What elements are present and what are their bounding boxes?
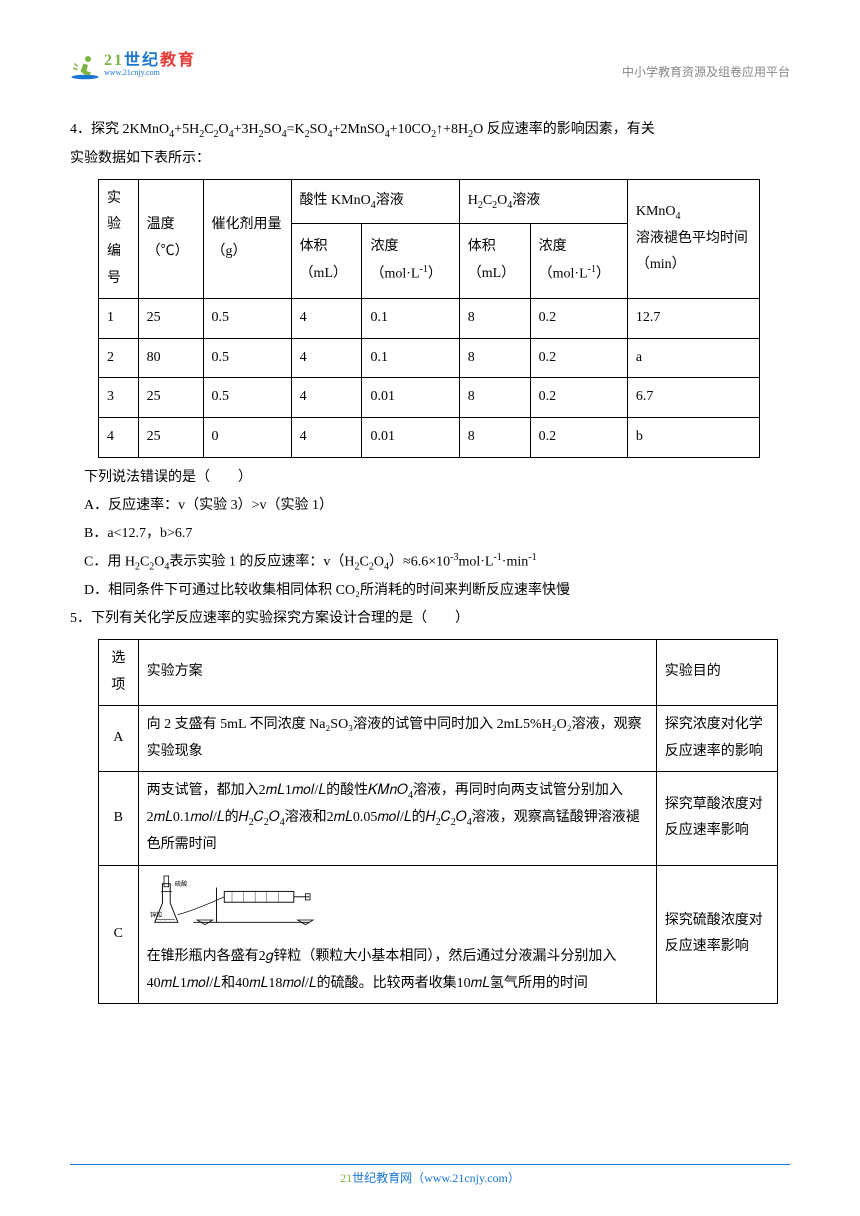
table-row: C 硫酸 锌粒	[99, 865, 778, 1004]
q4-optA: A．反应速率：v（实验 3）>v（实验 1）	[70, 492, 790, 520]
q4-optB: B．a<12.7，b>6.7	[70, 520, 790, 548]
logo-text: 21世纪教育 www.21cnjy.com	[104, 53, 196, 77]
table-row: 425040.0180.2b	[99, 417, 760, 457]
th-cat: 催化剂用量（g）	[203, 179, 291, 298]
svg-text:锌粒: 锌粒	[150, 910, 162, 918]
th-kmno4: 酸性 KMnO4溶液	[291, 179, 459, 223]
th-temp: 温度（℃）	[138, 179, 203, 298]
th-plan: 实验方案	[138, 640, 656, 706]
q5-options-table: 选项 实验方案 实验目的 A 向 2 支盛有 5mL 不同浓度 Na₂SO₃溶液…	[98, 639, 778, 1004]
table-row: A 向 2 支盛有 5mL 不同浓度 Na₂SO₃溶液的试管中同时加入 2mL5…	[99, 706, 778, 772]
apparatus-icon: 硫酸 锌粒	[147, 872, 317, 934]
footer-text: 21世纪教育网（www.21cnjy.com）	[0, 1169, 860, 1186]
q4-stem-line2: 实验数据如下表所示：	[70, 145, 790, 173]
logo-url: www.21cnjy.com	[104, 69, 196, 77]
q5-stem: 5．下列有关化学反应速率的实验探究方案设计合理的是（ ）	[70, 605, 790, 633]
q4-post: 下列说法错误的是（ ）	[70, 464, 790, 492]
header-subtitle: 中小学教育资源及组卷应用平台	[622, 63, 790, 80]
th-vol2: 体积（mL）	[459, 223, 530, 298]
table-row: 2800.540.180.2a	[99, 338, 760, 378]
th-conc1: 浓度（mol·L-1）	[362, 223, 459, 298]
table-row: B 两支试管，都加入2𝑚𝐿1𝑚𝑜𝑙/𝐿的酸性𝐾𝑀𝑛𝑂4溶液，再同时向两支试管分别…	[99, 772, 778, 865]
th-h2c2o4: H2C2O4溶液	[459, 179, 627, 223]
q4-data-table: 实验编号 温度（℃） 催化剂用量（g） 酸性 KMnO4溶液 H2C2O4溶液 …	[98, 179, 760, 458]
table-row: 1250.540.180.212.7	[99, 299, 760, 339]
footer-divider	[70, 1164, 790, 1165]
logo-cn-2: 世纪	[124, 52, 160, 69]
page-footer: 21世纪教育网（www.21cnjy.com）	[0, 1164, 860, 1186]
runner-icon	[70, 50, 100, 80]
th-conc2: 浓度（mol·L-1）	[530, 223, 627, 298]
th-opt: 选项	[99, 640, 139, 706]
th-vol1: 体积（mL）	[291, 223, 362, 298]
svg-text:硫酸: 硫酸	[174, 880, 186, 888]
logo-cn-1: 21	[104, 52, 124, 69]
logo: 21世纪教育 www.21cnjy.com	[70, 50, 196, 80]
table-row: 3250.540.0180.26.7	[99, 378, 760, 418]
th-exp: 实验编号	[99, 179, 139, 298]
q4-stem-line1: 4．探究 2KMnO4+5H2C2O4+3H2SO4=K2SO4+2MnSO4+…	[70, 116, 790, 145]
page-body: 21世纪教育 www.21cnjy.com 中小学教育资源及组卷应用平台 4．探…	[0, 0, 860, 1050]
q4-optD: D．相同条件下可通过比较收集相同体积 CO₂所消耗的时间来判断反应速率快慢	[70, 577, 790, 605]
th-goal: 实验目的	[656, 640, 777, 706]
th-time: KMnO4溶液褪色平均时间（min）	[627, 179, 759, 298]
page-header: 21世纪教育 www.21cnjy.com 中小学教育资源及组卷应用平台	[70, 50, 790, 86]
q4-optC: C．用 H2C2O4表示实验 1 的反应速率：v（H2C2O4）≈6.6×10-…	[70, 548, 790, 577]
logo-cn-3: 教育	[160, 52, 196, 69]
